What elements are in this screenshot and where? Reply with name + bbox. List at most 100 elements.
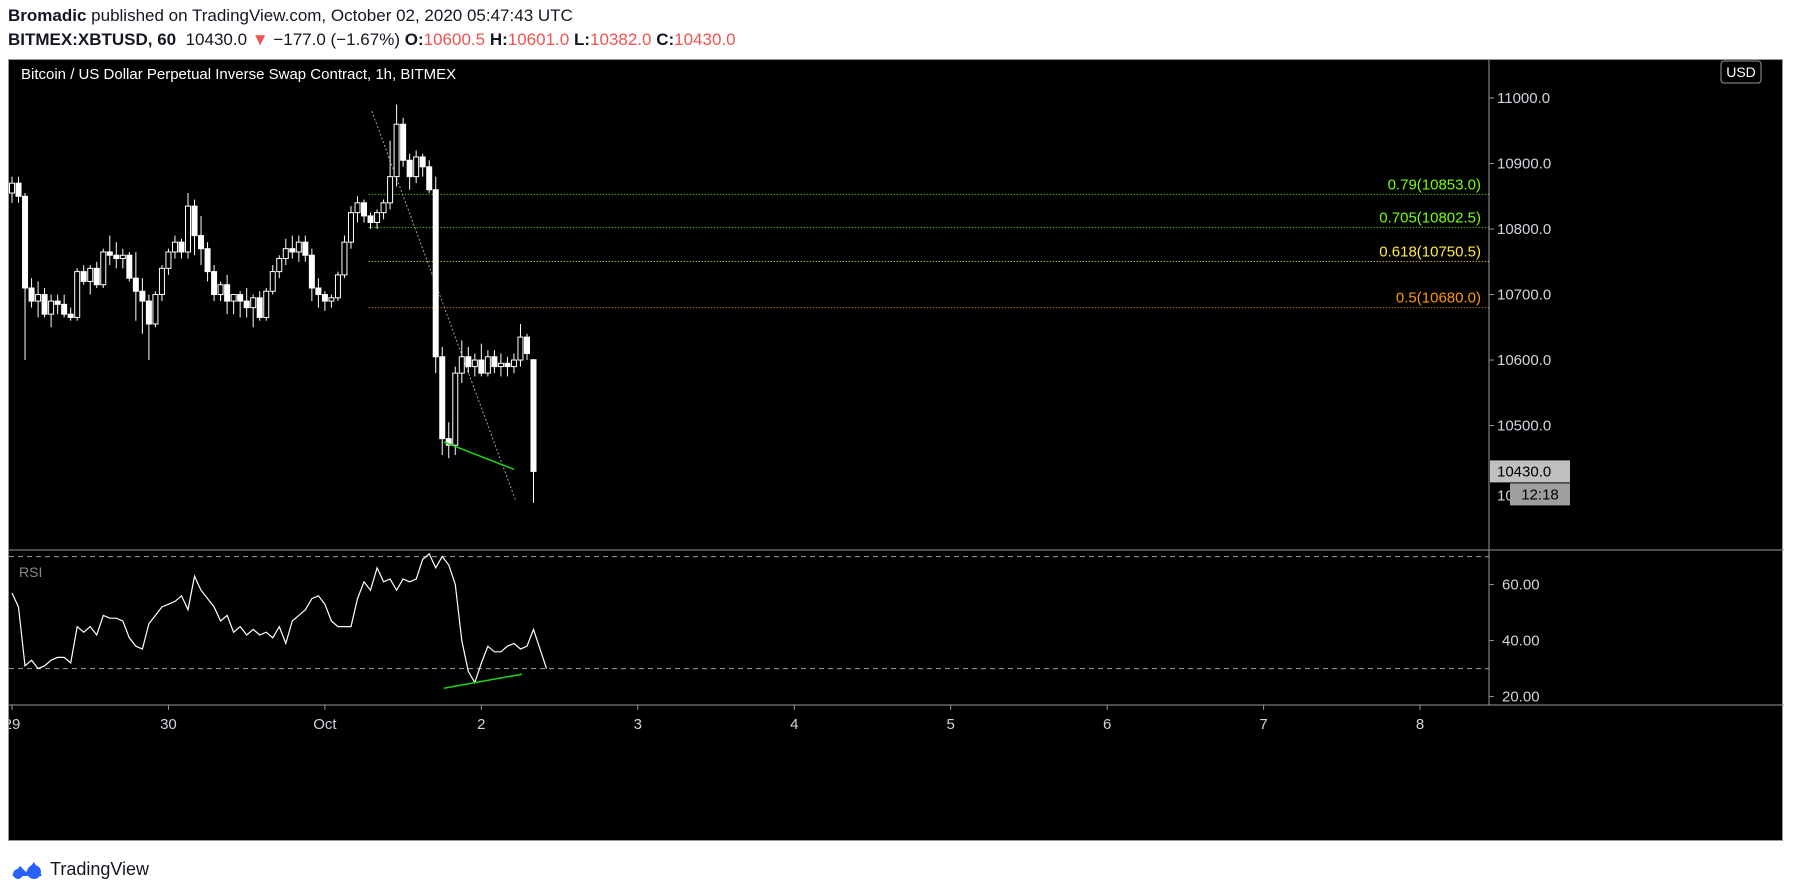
- candle-body: [406, 159, 413, 178]
- partial-price-label: 10: [1497, 487, 1514, 504]
- candle-body: [191, 205, 198, 237]
- tradingview-logo-icon[interactable]: [10, 858, 44, 880]
- candle: [106, 235, 113, 266]
- time-axis-label: 8: [1416, 716, 1424, 733]
- candle: [171, 235, 178, 259]
- candle: [132, 251, 139, 321]
- author-name[interactable]: Bromadic: [8, 6, 87, 25]
- candle-body: [132, 277, 139, 292]
- time-axis-label: 4: [790, 716, 798, 733]
- rsi-axis-label: 60.00: [1502, 577, 1540, 594]
- candle-body: [67, 313, 74, 318]
- candle: [230, 294, 237, 315]
- candle: [321, 291, 328, 311]
- time-axis-label: 3: [634, 716, 642, 733]
- candle-body: [289, 248, 296, 253]
- last-price-label: 10430.0: [1497, 463, 1551, 480]
- candle: [484, 350, 491, 377]
- candle: [315, 278, 322, 308]
- candle: [328, 294, 335, 308]
- candle: [263, 287, 270, 321]
- price-axis-label: 10800.0: [1497, 221, 1551, 238]
- candle-body: [61, 303, 68, 315]
- candle: [145, 294, 152, 361]
- candle: [54, 294, 61, 315]
- candle-body: [145, 300, 152, 325]
- chart-area[interactable]: 10500.0 10600.0 10700.0 10800.0 10900.0 11000…: [8, 59, 1784, 842]
- candle-body: [445, 438, 452, 446]
- countdown-label: 12:18: [1521, 486, 1559, 503]
- candle: [517, 324, 524, 367]
- candle: [61, 294, 68, 318]
- candle: [185, 193, 192, 259]
- rsi-title: RSI: [19, 564, 42, 580]
- rsi-divergence-line[interactable]: [443, 673, 523, 689]
- candle: [282, 238, 289, 266]
- footer-brand[interactable]: TradingView: [50, 858, 150, 879]
- currency-badge[interactable]: [1720, 60, 1762, 84]
- rsi-pane[interactable]: 20.00 40.00 60.00: [9, 552, 1540, 706]
- candle-body: [315, 287, 322, 296]
- candle-body: [458, 356, 465, 374]
- high-value: 10601.0: [507, 30, 570, 49]
- rsi-axis-label: 40.00: [1502, 633, 1540, 650]
- candle-body: [471, 359, 478, 368]
- candle-body: [361, 202, 368, 217]
- rsi-line[interactable]: [11, 552, 548, 685]
- candle: [334, 271, 341, 302]
- candle: [347, 206, 354, 249]
- down-arrow-icon: ▼: [251, 30, 269, 49]
- candle-body: [295, 241, 302, 253]
- time-axis-label: 5: [947, 716, 955, 733]
- candle: [497, 353, 504, 377]
- candle-body: [139, 290, 146, 302]
- candle: [491, 350, 498, 374]
- candle: [41, 287, 48, 318]
- candle: [256, 291, 263, 321]
- candle: [269, 265, 276, 295]
- candle-body: [230, 294, 237, 302]
- time-axis[interactable]: 29 30 Oct 2 3 4 5 6 7 8: [9, 705, 1424, 733]
- candle: [67, 307, 74, 321]
- chart-svg[interactable]: 10500.0 10600.0 10700.0 10800.0 10900.0 11000…: [9, 60, 1784, 842]
- candle-body: [224, 284, 231, 302]
- candle: [165, 248, 172, 275]
- candle-body: [152, 294, 159, 325]
- candle-body: [237, 294, 244, 302]
- candle-body: [87, 267, 94, 282]
- candle: [204, 242, 211, 282]
- high-label: H:: [489, 30, 508, 49]
- candle-body: [523, 336, 530, 354]
- candle-body: [374, 212, 381, 223]
- price-pane[interactable]: 10500.0 10600.0 10700.0 10800.0 10900.0 11000…: [9, 60, 1784, 706]
- candle: [28, 278, 35, 308]
- price-axis-label: 10900.0: [1497, 156, 1551, 173]
- candle: [523, 333, 530, 361]
- candle: [458, 340, 465, 383]
- candle: [471, 353, 478, 377]
- candle-body: [419, 156, 426, 168]
- publish-info: Bromadic published on TradingView.com, O…: [8, 6, 573, 26]
- candle: [406, 153, 413, 190]
- candle: [374, 209, 381, 230]
- candle-body: [497, 362, 504, 368]
- candle-body: [22, 195, 29, 289]
- candle-body: [198, 235, 205, 250]
- candle-body: [439, 356, 446, 440]
- ohlc-legend: BITMEX:XBTUSD, 60 10430.0 ▼ −177.0 (−1.6…: [8, 30, 736, 50]
- candle: [354, 196, 361, 223]
- low-value: 10382.0: [590, 30, 652, 49]
- time-axis-label: 29: [9, 716, 20, 733]
- candle-body: [354, 202, 361, 214]
- candle-body: [432, 189, 439, 358]
- currency-badge-label: USD: [1726, 64, 1756, 80]
- last-price: 10430.0: [185, 30, 248, 49]
- candle: [380, 199, 387, 220]
- price-divergence-line[interactable]: [443, 441, 515, 471]
- candle-body: [178, 241, 185, 253]
- candle-body: [15, 182, 22, 197]
- candle: [289, 235, 296, 259]
- candle: [152, 291, 159, 328]
- candle-body: [217, 284, 224, 296]
- candle: [504, 356, 511, 377]
